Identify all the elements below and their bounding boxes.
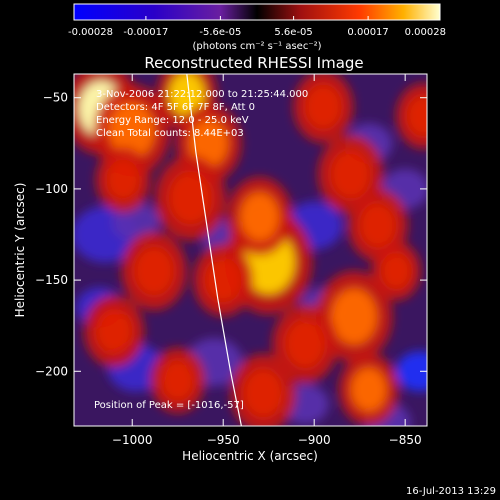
negative-region-11: [396, 351, 427, 392]
y-tick-label-3: −200: [35, 364, 68, 378]
y-tick-label-2: −150: [35, 273, 68, 287]
plot-frame: [73, 73, 428, 427]
colorbar-tick-label-4: 0.00017: [347, 27, 388, 38]
x-axis-label: Heliocentric X (arcsec): [182, 449, 318, 463]
source-core-17: [243, 369, 283, 418]
y-tick-label-1: −100: [35, 182, 68, 196]
source-core-13: [134, 246, 174, 295]
chart-title: Reconstructed RHESSI Image: [144, 54, 363, 72]
colorbar: [73, 3, 441, 21]
source-core-20: [406, 95, 427, 136]
source-core-18: [350, 367, 387, 412]
colorbar-tick-label-2: -5.6e-05: [199, 27, 241, 38]
source-core-19: [381, 252, 411, 289]
source-core-9: [305, 84, 342, 129]
info-line-energy: Energy Range: 12.0 - 25.0 keV: [96, 115, 249, 126]
info-line-clean: Clean Total counts: 8.44E+03: [96, 128, 244, 139]
source-core-16: [161, 360, 195, 401]
heatmap-blobs: [74, 74, 427, 426]
x-tick-label-2: −900: [298, 433, 331, 447]
source-core-10: [359, 203, 396, 248]
y-axis-label: Heliocentric Y (arcsec): [13, 183, 27, 318]
info-line-time: 3-Nov-2006 21:22:12.000 to 21:25:44.000: [96, 89, 308, 100]
heatmap-image: [74, 74, 427, 426]
source-core-1: [109, 102, 156, 159]
x-tick-label-0: −1000: [112, 433, 153, 447]
source-core-12: [285, 319, 325, 368]
colorbar-tick-label-5: 0.00028: [405, 27, 446, 38]
colorbar-tick-label-1: -0.00017: [123, 27, 168, 38]
colorbar-ticks: -0.00028 -0.00017 -5.6e-05 5.6e-05 0.00017 0.…: [68, 16, 446, 38]
colorbar-units: (photons cm⁻² s⁻¹ asec⁻²): [192, 41, 321, 52]
x-tick-label-1: −950: [207, 433, 240, 447]
source-core-2: [168, 74, 205, 117]
peak-position: Position of Peak = [-1016,-57]: [94, 400, 244, 411]
source-core-11: [331, 288, 378, 345]
colorbar-tick-label-3: 5.6e-05: [274, 27, 312, 38]
x-tick-label-3: −850: [389, 433, 422, 447]
colorbar-tick-label-0: -0.00028: [68, 27, 113, 38]
source-core-8: [330, 150, 371, 199]
axis-ticks: −1000 −950 −900 −850 −50 −100 −150 −200: [35, 74, 427, 447]
source-core-3: [188, 119, 229, 168]
solar-limb: [186, 74, 242, 426]
y-tick-label-0: −50: [43, 91, 68, 105]
source-core-7: [205, 258, 242, 303]
info-block: 3-Nov-2006 21:22:12.000 to 21:25:44.000 …: [96, 89, 308, 139]
timestamp: 16-Jul-2013 13:29: [406, 486, 496, 497]
source-core-6: [239, 192, 280, 241]
source-core-14: [106, 159, 140, 200]
source-core-15: [96, 309, 133, 354]
info-line-detectors: Detectors: 4F 5F 6F 7F 8F, Att 0: [96, 102, 255, 113]
